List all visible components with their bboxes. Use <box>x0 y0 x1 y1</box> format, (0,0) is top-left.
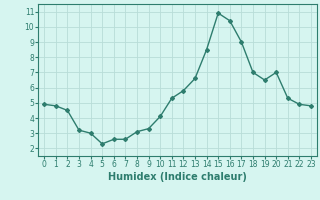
X-axis label: Humidex (Indice chaleur): Humidex (Indice chaleur) <box>108 172 247 182</box>
